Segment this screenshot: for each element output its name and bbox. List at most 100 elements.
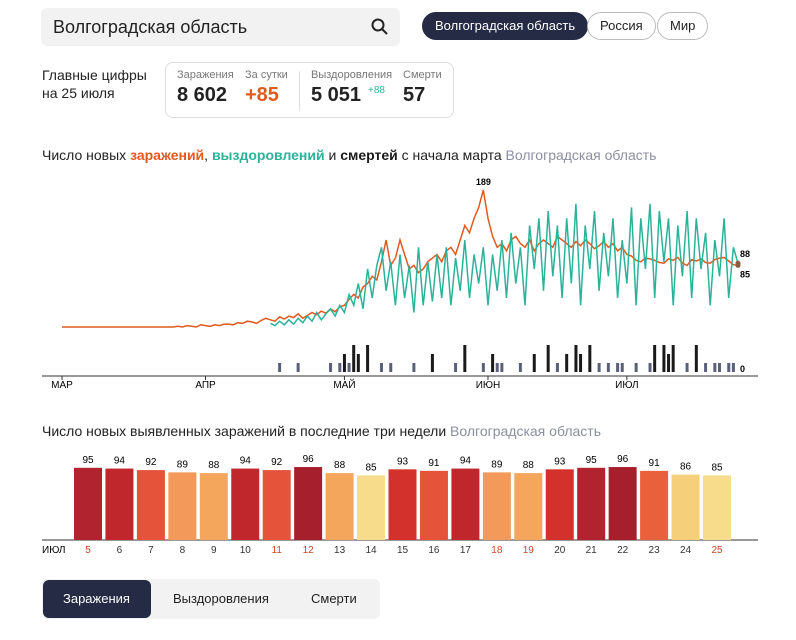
x-tick-label: 21 bbox=[586, 545, 598, 556]
x-tick-label: 10 bbox=[240, 545, 252, 556]
death-bar bbox=[546, 345, 550, 372]
death-bar bbox=[338, 363, 342, 372]
death-bar bbox=[606, 363, 610, 372]
value-label: 89 bbox=[491, 459, 503, 470]
value-label: 88 bbox=[740, 249, 750, 259]
death-bar bbox=[648, 363, 652, 372]
death-bar bbox=[329, 363, 333, 372]
x-tick-label: 11 bbox=[272, 545, 283, 556]
death-bar bbox=[597, 363, 601, 372]
x-tick-label: 23 bbox=[649, 545, 661, 556]
heading-line: Главные цифры bbox=[42, 67, 147, 83]
death-bar bbox=[491, 354, 495, 372]
death-bar bbox=[731, 363, 735, 372]
search-text: Волгоградская область bbox=[53, 17, 248, 37]
value-label: 92 bbox=[271, 457, 283, 468]
bar bbox=[608, 467, 637, 540]
death-bar bbox=[662, 345, 666, 372]
death-bar bbox=[463, 345, 467, 372]
region-tab[interactable]: Мир bbox=[657, 12, 709, 40]
death-bar bbox=[296, 363, 300, 372]
heading-line: на 25 июля bbox=[42, 85, 115, 101]
stat-label: За сутки bbox=[245, 69, 288, 81]
death-bar bbox=[352, 345, 356, 372]
bar bbox=[74, 467, 102, 540]
death-bar bbox=[389, 363, 393, 372]
death-bar bbox=[634, 363, 638, 372]
series-line bbox=[270, 203, 739, 327]
title-part: заражений bbox=[130, 147, 205, 163]
x-tick-label: 22 bbox=[617, 545, 629, 556]
value-label: 89 bbox=[177, 459, 189, 470]
value-label: 0 bbox=[740, 364, 745, 374]
value-label: 85 bbox=[365, 462, 377, 473]
x-tick-label: 20 bbox=[554, 545, 566, 556]
x-tick-label: МАР bbox=[51, 380, 73, 391]
x-tick-label: ИЮЛ bbox=[615, 380, 638, 391]
value-label: 94 bbox=[460, 456, 472, 467]
stat-label: Выздоровления bbox=[311, 69, 393, 81]
bar bbox=[105, 468, 134, 540]
death-bar bbox=[653, 345, 657, 372]
death-bar bbox=[379, 363, 383, 372]
bar bbox=[451, 468, 480, 540]
series-line bbox=[62, 189, 739, 328]
bar bbox=[262, 470, 291, 540]
death-bar bbox=[495, 363, 499, 372]
search-icon[interactable] bbox=[371, 18, 389, 36]
region-tab[interactable]: Волгоградская область bbox=[422, 12, 589, 40]
stat-label: Смерти bbox=[403, 69, 442, 81]
value-label: 95 bbox=[586, 455, 598, 466]
x-tick-label: МАЙ bbox=[333, 378, 355, 391]
death-bar bbox=[588, 345, 592, 372]
bar bbox=[419, 470, 448, 540]
value-label: 92 bbox=[145, 457, 157, 468]
death-bar bbox=[685, 363, 689, 372]
x-tick-label: 25 bbox=[711, 545, 723, 556]
bar bbox=[357, 475, 386, 540]
value-label: 85 bbox=[740, 269, 750, 279]
bottom-tab[interactable]: Выздоровления bbox=[173, 591, 269, 606]
bar bbox=[294, 467, 323, 540]
stat-delta: +88 bbox=[368, 85, 385, 96]
x-tick-label: 24 bbox=[680, 545, 692, 556]
death-bar bbox=[565, 354, 569, 372]
title-part: выздоровлений bbox=[211, 147, 325, 163]
death-bar bbox=[412, 363, 416, 372]
bar bbox=[514, 473, 543, 540]
value-label: 91 bbox=[428, 458, 440, 469]
title-part: Число новых bbox=[42, 147, 131, 163]
death-bar bbox=[356, 354, 360, 372]
chart-title: Число новых заражений, выздоровлений и с… bbox=[42, 147, 656, 163]
value-label: 86 bbox=[680, 462, 692, 473]
bottom-tab[interactable]: Заражения bbox=[43, 580, 151, 618]
end-dot bbox=[735, 260, 741, 266]
death-bar bbox=[347, 363, 351, 372]
x-tick-label: 15 bbox=[397, 545, 409, 556]
value-label: 94 bbox=[240, 456, 252, 467]
death-bar bbox=[500, 363, 504, 372]
death-bar bbox=[342, 354, 346, 372]
stat-value: 5 051 bbox=[311, 84, 362, 106]
bar bbox=[231, 468, 260, 540]
region-tab[interactable]: Россия bbox=[587, 12, 656, 40]
death-bar bbox=[713, 363, 717, 372]
x-tick-label: 6 bbox=[117, 545, 123, 556]
death-bar bbox=[366, 345, 370, 372]
x-tick-label: 13 bbox=[334, 545, 346, 556]
x-tick-label: 9 bbox=[211, 545, 217, 556]
value-label: 95 bbox=[82, 455, 94, 466]
bar bbox=[545, 469, 574, 540]
summary-box: Заражения 8 602 За сутки +85 Выздоровлен… bbox=[165, 62, 454, 118]
x-tick-label: 12 bbox=[303, 545, 315, 556]
death-bar bbox=[555, 363, 559, 372]
title-part: , bbox=[204, 147, 212, 163]
bar bbox=[577, 467, 606, 540]
search-box[interactable]: Волгоградская область bbox=[41, 8, 400, 46]
value-label: 96 bbox=[303, 454, 315, 465]
value-label: 94 bbox=[114, 456, 126, 467]
death-bar bbox=[430, 354, 434, 372]
death-bar bbox=[454, 363, 458, 372]
bottom-tab[interactable]: Смерти bbox=[311, 591, 357, 606]
